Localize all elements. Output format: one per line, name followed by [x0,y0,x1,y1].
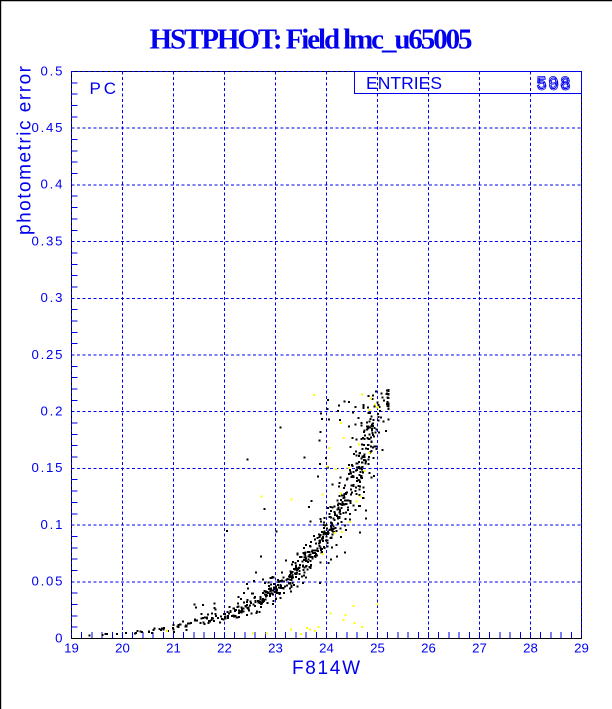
svg-text:0.2: 0.2 [41,404,63,419]
svg-text:HSTPHOT: Field lmc_u65005: HSTPHOT: Field lmc_u65005 [150,24,473,56]
svg-text:21: 21 [166,641,181,656]
svg-text:25: 25 [370,641,385,656]
svg-text:ENTRIES: ENTRIES [366,73,442,93]
svg-text:0.45: 0.45 [32,120,63,135]
svg-text:0: 0 [55,630,62,645]
svg-text:24: 24 [319,641,334,656]
svg-text:19: 19 [64,641,79,656]
svg-text:PC: PC [90,79,117,98]
svg-text:28: 28 [523,641,538,656]
svg-text:0.25: 0.25 [32,347,63,362]
svg-text:photometric error: photometric error [15,65,36,235]
svg-text:20: 20 [115,641,130,656]
svg-text:598: 598 [537,73,571,93]
svg-text:0.4: 0.4 [41,177,63,192]
svg-text:508: 508 [537,74,571,94]
svg-text:0.35: 0.35 [32,233,63,248]
svg-text:0.1: 0.1 [41,517,63,532]
svg-text:22: 22 [217,641,232,656]
svg-text:0.3: 0.3 [41,290,63,305]
svg-text:26: 26 [421,641,436,656]
svg-text:0.5: 0.5 [41,63,63,78]
svg-text:F814W: F814W [292,658,360,679]
svg-text:23: 23 [268,641,283,656]
svg-text:0.15: 0.15 [32,460,63,475]
svg-text:29: 29 [574,641,589,656]
svg-text:27: 27 [472,641,487,656]
svg-text:0.05: 0.05 [32,574,63,589]
